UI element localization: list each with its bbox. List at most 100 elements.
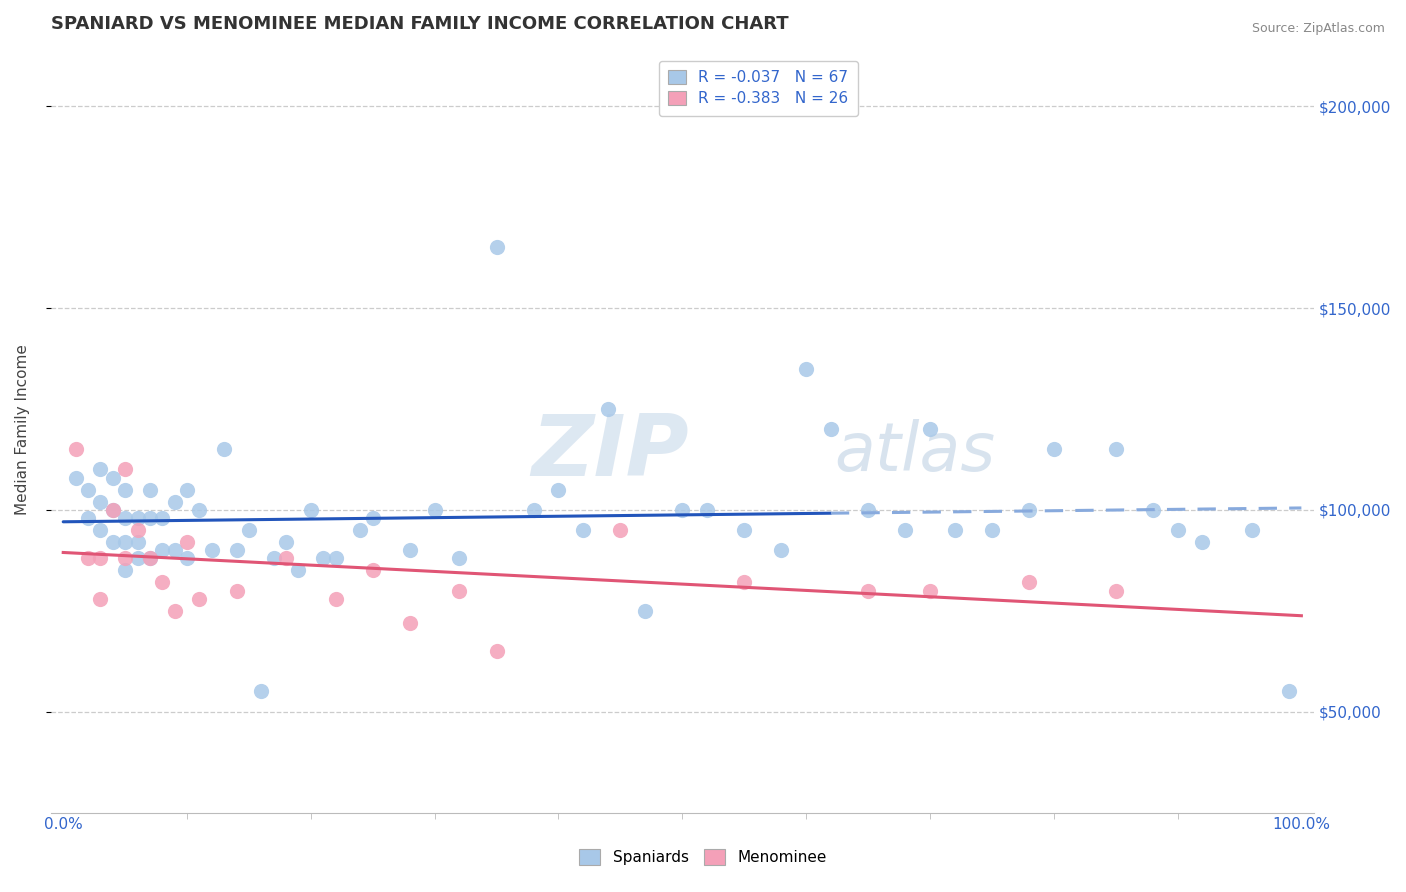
Y-axis label: Median Family Income: Median Family Income bbox=[15, 343, 30, 515]
Point bbox=[856, 503, 879, 517]
Point bbox=[89, 462, 111, 476]
Point bbox=[361, 563, 384, 577]
Point bbox=[485, 644, 508, 658]
Point bbox=[671, 503, 693, 517]
Point bbox=[114, 551, 136, 566]
Point bbox=[127, 511, 149, 525]
Point bbox=[770, 543, 793, 558]
Text: Source: ZipAtlas.com: Source: ZipAtlas.com bbox=[1251, 22, 1385, 36]
Point bbox=[325, 591, 347, 606]
Point bbox=[696, 503, 718, 517]
Point bbox=[1167, 523, 1189, 537]
Point bbox=[1142, 503, 1164, 517]
Point bbox=[65, 470, 87, 484]
Point bbox=[114, 483, 136, 497]
Point bbox=[918, 583, 941, 598]
Point bbox=[274, 535, 297, 549]
Point bbox=[485, 240, 508, 254]
Point bbox=[225, 543, 247, 558]
Point bbox=[733, 523, 755, 537]
Point bbox=[139, 511, 162, 525]
Point bbox=[127, 551, 149, 566]
Legend: R = -0.037   N = 67, R = -0.383   N = 26: R = -0.037 N = 67, R = -0.383 N = 26 bbox=[658, 61, 858, 116]
Point bbox=[89, 523, 111, 537]
Point bbox=[150, 575, 173, 590]
Point bbox=[1042, 442, 1064, 457]
Point bbox=[1018, 575, 1040, 590]
Point bbox=[101, 503, 124, 517]
Point bbox=[312, 551, 335, 566]
Point bbox=[1240, 523, 1263, 537]
Point bbox=[114, 535, 136, 549]
Point bbox=[449, 583, 471, 598]
Text: ZIP: ZIP bbox=[530, 410, 689, 493]
Point bbox=[609, 523, 631, 537]
Point bbox=[139, 483, 162, 497]
Point bbox=[89, 551, 111, 566]
Point bbox=[176, 483, 198, 497]
Point bbox=[423, 503, 446, 517]
Legend: Spaniards, Menominee: Spaniards, Menominee bbox=[574, 843, 832, 871]
Point bbox=[250, 684, 273, 698]
Point bbox=[127, 535, 149, 549]
Point bbox=[238, 523, 260, 537]
Point bbox=[114, 462, 136, 476]
Point bbox=[89, 591, 111, 606]
Point bbox=[1191, 535, 1213, 549]
Text: SPANIARD VS MENOMINEE MEDIAN FAMILY INCOME CORRELATION CHART: SPANIARD VS MENOMINEE MEDIAN FAMILY INCO… bbox=[51, 15, 789, 33]
Point bbox=[1104, 442, 1126, 457]
Point bbox=[176, 535, 198, 549]
Point bbox=[127, 523, 149, 537]
Point bbox=[1018, 503, 1040, 517]
Point bbox=[733, 575, 755, 590]
Point bbox=[399, 543, 422, 558]
Point bbox=[101, 535, 124, 549]
Point bbox=[150, 511, 173, 525]
Point bbox=[139, 551, 162, 566]
Point bbox=[449, 551, 471, 566]
Point bbox=[572, 523, 595, 537]
Point bbox=[163, 543, 186, 558]
Point bbox=[1104, 583, 1126, 598]
Point bbox=[547, 483, 569, 497]
Point bbox=[1278, 684, 1301, 698]
Point bbox=[918, 422, 941, 436]
Point bbox=[943, 523, 966, 537]
Point bbox=[523, 503, 546, 517]
Point bbox=[188, 591, 211, 606]
Point bbox=[299, 503, 322, 517]
Point bbox=[163, 495, 186, 509]
Point bbox=[139, 551, 162, 566]
Point bbox=[263, 551, 285, 566]
Point bbox=[89, 495, 111, 509]
Point bbox=[114, 511, 136, 525]
Point bbox=[65, 442, 87, 457]
Point bbox=[114, 563, 136, 577]
Point bbox=[596, 401, 619, 416]
Point bbox=[225, 583, 247, 598]
Point bbox=[634, 604, 657, 618]
Point bbox=[101, 503, 124, 517]
Point bbox=[201, 543, 224, 558]
Point bbox=[894, 523, 917, 537]
Point bbox=[399, 615, 422, 630]
Point bbox=[77, 511, 100, 525]
Point bbox=[349, 523, 371, 537]
Point bbox=[856, 583, 879, 598]
Point bbox=[212, 442, 235, 457]
Point bbox=[287, 563, 309, 577]
Point bbox=[325, 551, 347, 566]
Point bbox=[163, 604, 186, 618]
Point bbox=[820, 422, 842, 436]
Point bbox=[150, 543, 173, 558]
Point bbox=[101, 470, 124, 484]
Point bbox=[274, 551, 297, 566]
Point bbox=[77, 483, 100, 497]
Point bbox=[794, 361, 817, 376]
Point bbox=[980, 523, 1002, 537]
Text: atlas: atlas bbox=[834, 419, 995, 485]
Point bbox=[176, 551, 198, 566]
Point bbox=[188, 503, 211, 517]
Point bbox=[77, 551, 100, 566]
Point bbox=[361, 511, 384, 525]
